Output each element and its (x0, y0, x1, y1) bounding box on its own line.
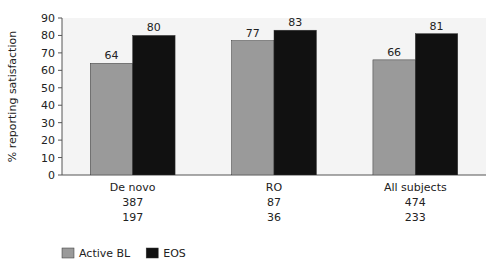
legend-label: Active BL (79, 247, 131, 260)
y-axis-line (62, 18, 63, 175)
data-label: 64 (104, 49, 118, 62)
y-tick (58, 18, 62, 19)
bar (415, 34, 457, 175)
y-tick (58, 157, 62, 158)
legend: Active BL EOS (62, 247, 186, 260)
y-tick (58, 52, 62, 53)
y-tick (58, 70, 62, 71)
x-category-label: RO (266, 181, 283, 194)
data-label: 80 (147, 21, 161, 34)
y-axis-label: % reporting satisfaction (6, 31, 19, 162)
y-tick-label: 50 (41, 82, 55, 95)
y-tick-label: 30 (41, 117, 55, 130)
y-tick-label: 80 (41, 29, 55, 42)
data-label: 77 (246, 27, 260, 40)
bar (90, 63, 132, 175)
y-tick (58, 122, 62, 123)
y-tick-label: 20 (41, 134, 55, 147)
legend-swatch (146, 248, 158, 258)
y-tick-label: 40 (41, 99, 55, 112)
y-tick (58, 87, 62, 88)
y-tick (58, 105, 62, 106)
bar (373, 60, 415, 175)
y-tick (58, 140, 62, 141)
bars (90, 30, 457, 175)
x-category-label: De novo (110, 181, 156, 194)
data-label: 83 (288, 16, 302, 29)
legend-swatch (62, 248, 74, 258)
y-tick-label: 60 (41, 64, 55, 77)
x-category-label: 387 (122, 196, 143, 209)
x-category-label: 474 (405, 196, 426, 209)
x-category-label: 36 (267, 211, 281, 224)
y-tick-label: 90 (41, 12, 55, 25)
data-label: 81 (430, 20, 444, 33)
bar (133, 35, 175, 175)
x-category-label: All subjects (384, 181, 447, 194)
x-category-label: 197 (122, 211, 143, 224)
y-axis: 0 10 20 30 40 50 60 70 80 90 (41, 12, 62, 182)
data-label: 66 (387, 46, 401, 59)
y-tick (58, 35, 62, 36)
y-tick-label: 70 (41, 47, 55, 60)
y-tick-label: 10 (41, 152, 55, 165)
x-category-label: 233 (405, 211, 426, 224)
y-tick (58, 175, 62, 176)
data-labels: 64 80 77 83 66 81 (104, 16, 443, 62)
y-tick-label: 0 (48, 169, 55, 182)
x-category-label: 87 (267, 196, 281, 209)
bar (274, 30, 316, 175)
plot-background (62, 18, 486, 175)
legend-label: EOS (163, 247, 186, 260)
bar (232, 41, 274, 175)
chart-container: 0 10 20 30 40 50 60 70 80 90 % reporting satisfact… (0, 0, 500, 271)
chart: 0 10 20 30 40 50 60 70 80 90 % reporting satisfact… (0, 0, 500, 271)
